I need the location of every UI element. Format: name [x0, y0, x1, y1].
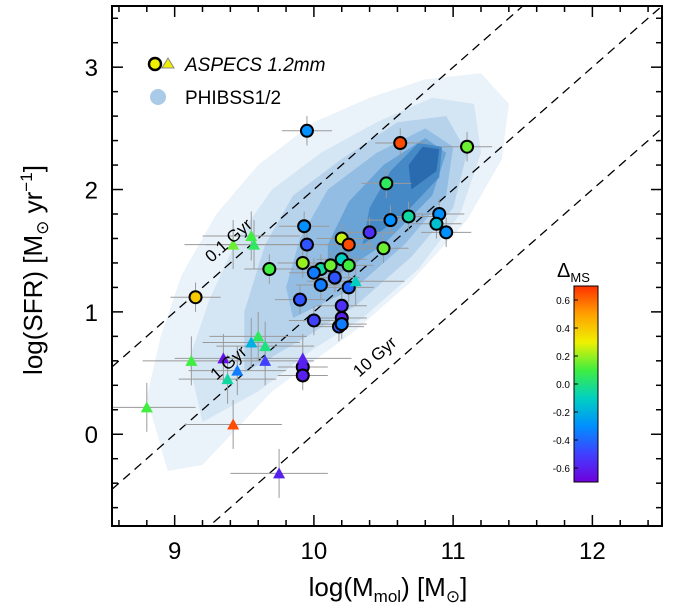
- aspecs-triangle-point: [349, 275, 362, 287]
- aspecs-circle-point: [460, 139, 475, 154]
- x-axis-title: log(Mmol) [M⊙]: [309, 572, 468, 606]
- aspecs-triangle-point: [231, 364, 244, 376]
- aspecs-circle-point: [341, 237, 356, 252]
- legend-aspecs-triangle-marker: [161, 57, 175, 69]
- colorbar-tick-label: -0.2: [553, 408, 571, 419]
- colorbar-ticks: 0.6 0.4 0.2 0.0 -0.2 -0.4 -0.6: [553, 296, 578, 475]
- depletion-line-2: [208, 127, 662, 526]
- aspecs-circle-point: [376, 241, 391, 256]
- legend: ASPECS 1.2mm PHIBSS1/2: [147, 55, 325, 109]
- aspecs-circle-point: [323, 258, 338, 273]
- aspecs-triangle-point: [185, 354, 198, 366]
- density-level-6: [408, 146, 440, 190]
- depletion-line-0: [112, 6, 524, 368]
- aspecs-circle-point: [295, 368, 310, 383]
- aspecs-circle-point: [429, 216, 444, 231]
- aspecs-triangle-point: [217, 352, 230, 364]
- y-tick-label: 2: [85, 178, 98, 205]
- aspecs-circle-point: [292, 292, 307, 307]
- aspecs-circle-point: [383, 213, 398, 228]
- legend-phibss-marker: [150, 89, 166, 105]
- aspecs-circle-point: [306, 265, 321, 280]
- legend-aspecs-circle-marker: [147, 56, 163, 72]
- x-tick-label: 11: [441, 538, 466, 565]
- colorbar-title: ΔMS: [557, 260, 590, 285]
- x-tick-label: 12: [579, 538, 606, 565]
- depletion-line-label-2: 10 Gyr: [349, 333, 400, 381]
- x-tick-label: 10: [301, 538, 328, 565]
- colorbar-tick-label: 0.0: [556, 380, 570, 391]
- aspecs-circle-point: [297, 219, 312, 234]
- aspecs-triangle-point: [245, 230, 258, 242]
- aspecs-circle-point: [334, 317, 349, 332]
- aspecs-triangle-point: [259, 354, 272, 366]
- aspecs-circle-point: [362, 225, 377, 240]
- y-tick-label: 1: [85, 300, 98, 327]
- y-tick-label: 0: [85, 422, 98, 449]
- aspecs-triangle-point: [227, 418, 240, 430]
- aspecs-circle-point: [306, 313, 321, 328]
- aspecs-triangle-point: [296, 352, 309, 364]
- aspecs-circle-point: [439, 225, 454, 240]
- aspecs-circle-point: [334, 298, 349, 313]
- aspecs-circle-point: [393, 136, 408, 151]
- aspecs-circle-point: [262, 262, 277, 277]
- plot-frame: [111, 5, 663, 527]
- aspecs-circle-point: [299, 237, 314, 252]
- colorbar-tick-label: 0.2: [556, 352, 570, 363]
- data-points: [140, 123, 475, 479]
- aspecs-triangle-point: [252, 330, 265, 342]
- aspecs-triangle-point: [140, 401, 153, 413]
- aspecs-circle-point: [299, 123, 314, 138]
- aspecs-circle-point: [401, 209, 416, 224]
- aspecs-triangle-point: [259, 340, 272, 352]
- aspecs-triangle-point: [245, 336, 258, 348]
- aspecs-triangle-point: [248, 238, 261, 250]
- colorbar-tick-label: 0.4: [556, 324, 570, 335]
- aspecs-circle-point: [313, 277, 328, 292]
- colorbar: ΔMS 0.6 0.4 0.2 0.0 -0.2 -0.4 -0.6: [553, 260, 599, 483]
- aspecs-circle-point: [295, 255, 310, 270]
- axis-ticks: [112, 6, 662, 526]
- colorbar-tick-label: -0.4: [553, 436, 571, 447]
- y-axis-title: log(SFR) [M⊙ yr−1]: [17, 165, 52, 375]
- colorbar-tick-label: -0.6: [553, 464, 571, 475]
- aspecs-circle-point: [188, 290, 203, 305]
- aspecs-circle-point: [379, 176, 394, 191]
- legend-aspecs-label: ASPECS 1.2mm: [184, 55, 325, 76]
- legend-phibss-label: PHIBSS1/2: [185, 88, 281, 109]
- aspecs-circle-point: [327, 270, 342, 285]
- aspecs-triangle-point: [227, 238, 240, 250]
- colorbar-tick-label: 0.6: [556, 296, 570, 307]
- phibss-density-contours: [146, 73, 509, 471]
- x-tick-label: 9: [168, 538, 181, 565]
- aspecs-circle-point: [341, 258, 356, 273]
- y-tick-label: 3: [85, 55, 98, 82]
- aspecs-triangle-point: [221, 373, 234, 385]
- aspecs-triangle-point: [273, 467, 286, 479]
